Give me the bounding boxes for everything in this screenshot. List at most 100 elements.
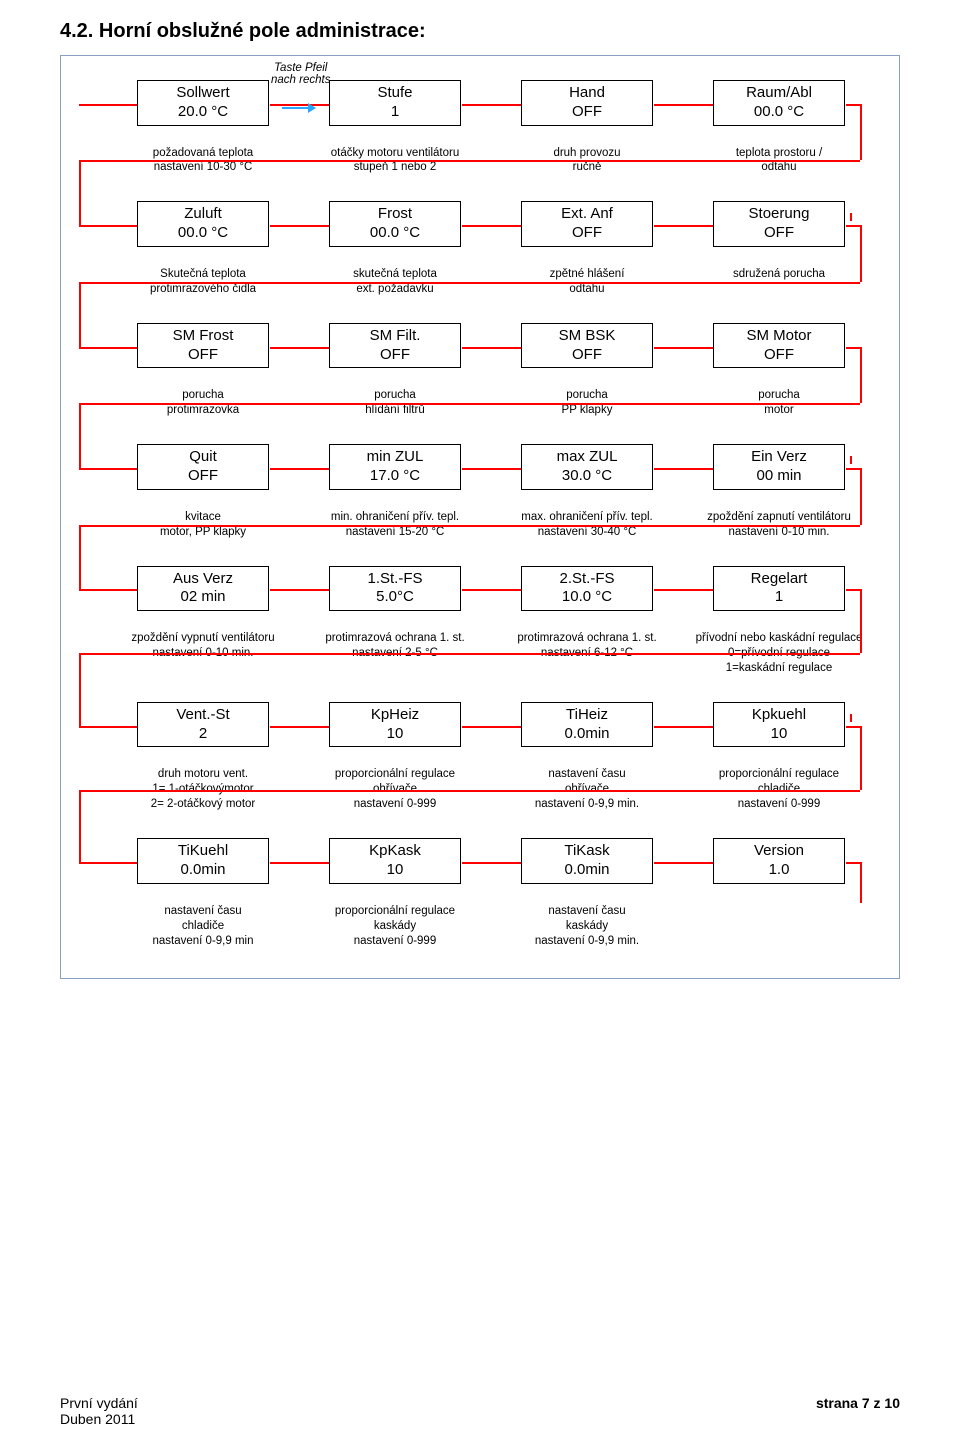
flow-line — [654, 347, 714, 349]
flow-line — [79, 403, 81, 468]
diagram-cell: Version1.0 — [683, 838, 875, 904]
diagram-cell: Kpkuehl10proporcionální regulace chladič… — [683, 702, 875, 812]
footer-date: Duben 2011 — [60, 1411, 138, 1427]
box-line1: Sollwert — [148, 84, 258, 103]
display-box: min ZUL17.0 °C — [329, 444, 461, 490]
flow-line — [79, 790, 860, 792]
box-line1: Frost — [340, 205, 450, 224]
box-line2: 00.0 °C — [340, 224, 450, 243]
box-line1: Version — [724, 842, 834, 861]
box-line1: TiKuehl — [148, 842, 258, 861]
box-line2: 30.0 °C — [532, 467, 642, 486]
flow-line — [79, 525, 860, 527]
flow-line — [846, 862, 860, 864]
box-line1: TiKask — [532, 842, 642, 861]
diagram-cell: Aus Verz02 minzpoždění vypnutí ventiláto… — [107, 566, 299, 661]
box-line1: Hand — [532, 84, 642, 103]
display-box: Frost00.0 °C — [329, 201, 461, 247]
box-line1: min ZUL — [340, 448, 450, 467]
box-line2: 0.0min — [532, 725, 642, 744]
flow-line — [462, 225, 522, 227]
display-box: TiKask0.0min — [521, 838, 653, 884]
flow-line — [846, 589, 860, 591]
box-line1: Vent.-St — [148, 706, 258, 725]
display-box: SM BSKOFF — [521, 323, 653, 369]
flow-line — [79, 104, 138, 106]
box-caption: nastavení času chladiče nastavení 0-9,9 … — [152, 904, 253, 949]
box-line2: 02 min — [148, 588, 258, 607]
box-line1: SM BSK — [532, 327, 642, 346]
display-box: Aus Verz02 min — [137, 566, 269, 612]
flow-line — [860, 104, 862, 161]
flow-line — [654, 104, 714, 106]
box-line1: Zuluft — [148, 205, 258, 224]
box-caption: nastavení času kaskády nastavení 0-9,9 m… — [535, 904, 639, 949]
flow-line — [462, 468, 522, 470]
box-line1: 2.St.-FS — [532, 570, 642, 589]
arrow-label: Taste Pfeil nach rechts — [271, 62, 330, 86]
corner-tick — [850, 213, 852, 221]
box-line2: 2 — [148, 725, 258, 744]
footer-edition: První vydání — [60, 1395, 138, 1411]
flow-line — [270, 347, 330, 349]
flow-line — [79, 225, 138, 227]
diagram-cell: TiKuehl0.0min nastavení času chladiče nas… — [107, 838, 299, 948]
display-box: Stufe1 — [329, 80, 461, 126]
box-line1: 1.St.-FS — [340, 570, 450, 589]
flow-line — [860, 225, 862, 282]
flow-line — [654, 468, 714, 470]
flow-line — [270, 726, 330, 728]
arrow-right-icon — [282, 101, 316, 120]
box-line1: Ext. Anf — [532, 205, 642, 224]
box-caption: proporcionální regulace kaskády nastaven… — [335, 904, 455, 949]
flow-line — [79, 653, 860, 655]
display-box: SM FrostOFF — [137, 323, 269, 369]
box-line2: OFF — [340, 346, 450, 365]
display-box: Ext. AnfOFF — [521, 201, 653, 247]
box-line2: 00.0 °C — [724, 103, 834, 122]
flow-line — [79, 160, 860, 162]
box-line2: 1 — [340, 103, 450, 122]
box-line1: Quit — [148, 448, 258, 467]
diagram-cell: Vent.-St2druh motoru vent. 1= 1-otáčkový… — [107, 702, 299, 812]
box-line2: 10 — [340, 725, 450, 744]
flow-line — [79, 403, 860, 405]
flow-line — [654, 225, 714, 227]
box-line2: OFF — [724, 346, 834, 365]
box-line1: KpHeiz — [340, 706, 450, 725]
diagram-cell: 1.St.-FS5.0°Cprotimrazová ochrana 1. st.… — [299, 566, 491, 661]
display-box: Version1.0 — [713, 838, 845, 884]
box-caption: protimrazová ochrana 1. st. nastavení 2-… — [325, 631, 464, 661]
flow-line — [270, 862, 330, 864]
box-line2: 1.0 — [724, 861, 834, 880]
box-line1: Regelart — [724, 570, 834, 589]
display-box: StoerungOFF — [713, 201, 845, 247]
diagram-cell: TiKask0.0min nastavení času kaskády nasta… — [491, 838, 683, 948]
page-footer: První vydání Duben 2011 strana 7 z 10 — [60, 1395, 900, 1427]
box-line1: Kpkuehl — [724, 706, 834, 725]
box-line2: OFF — [148, 467, 258, 486]
box-line2: OFF — [724, 224, 834, 243]
flow-line — [79, 160, 81, 225]
display-box: Raum/Abl00.0 °C — [713, 80, 845, 126]
box-line1: SM Filt. — [340, 327, 450, 346]
box-line2: 00.0 °C — [148, 224, 258, 243]
flow-line — [654, 726, 714, 728]
flow-line — [860, 862, 862, 903]
flow-line — [79, 790, 81, 862]
display-box: Zuluft00.0 °C — [137, 201, 269, 247]
display-box: TiHeiz0.0min — [521, 702, 653, 748]
display-box: 2.St.-FS10.0 °C — [521, 566, 653, 612]
display-box: SM Filt.OFF — [329, 323, 461, 369]
box-line2: 10.0 °C — [532, 588, 642, 607]
diagram-row: Vent.-St2druh motoru vent. 1= 1-otáčkový… — [107, 702, 875, 812]
diagram-row: Aus Verz02 minzpoždění vypnutí ventiláto… — [107, 566, 875, 676]
flow-line — [270, 225, 330, 227]
flow-line — [79, 347, 138, 349]
flow-line — [79, 862, 138, 864]
box-line2: 0.0min — [148, 861, 258, 880]
diagram-frame: Sollwert20.0 °Cpožadovaná teplota nastav… — [60, 55, 900, 979]
diagram-row: TiKuehl0.0min nastavení času chladiče nas… — [107, 838, 875, 948]
box-line1: Stufe — [340, 84, 450, 103]
display-box: QuitOFF — [137, 444, 269, 490]
